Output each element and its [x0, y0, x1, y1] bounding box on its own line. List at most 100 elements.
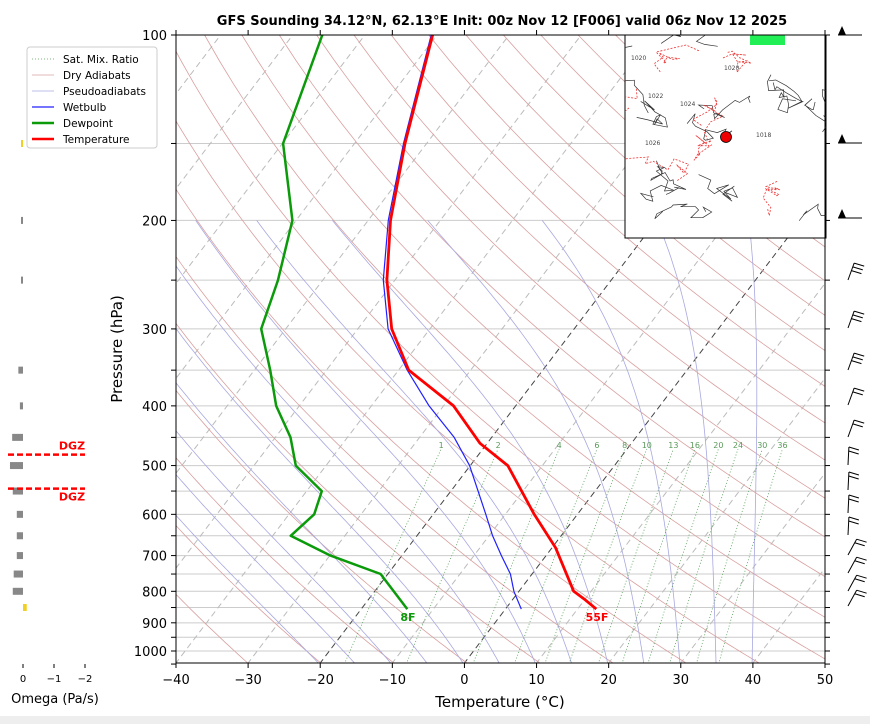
mixing-ratio-label: 36	[777, 441, 787, 450]
barb-staff	[847, 310, 855, 329]
legend-label: Dewpoint	[63, 118, 113, 130]
wind-barb	[847, 589, 867, 607]
dry-adiabat	[176, 50, 825, 660]
dry-adiabat	[353, 35, 825, 461]
pseudoadiabat	[332, 220, 609, 663]
omega-axis-label: Omega (Pa/s)	[11, 692, 99, 707]
barb-feather	[854, 542, 865, 547]
map-isobar-label: 1020	[724, 65, 739, 72]
barb-staff	[847, 494, 850, 514]
x-tick-label: −30	[234, 673, 261, 688]
y-tick-label: 100	[142, 29, 167, 44]
barb-feather	[848, 446, 860, 451]
mixing-ratio-line	[568, 448, 648, 663]
barb-feather	[848, 450, 859, 455]
pseudoadiabat	[256, 220, 572, 663]
dgz-label: DGZ	[59, 491, 85, 504]
dry-adiabat	[176, 255, 614, 663]
omega-bar	[21, 216, 23, 224]
y-tick-label: 700	[142, 550, 167, 565]
mixing-ratio-label: 1	[439, 441, 444, 450]
barb-feather	[848, 471, 860, 476]
dry-adiabat	[176, 120, 760, 663]
barb-flag	[838, 134, 846, 143]
x-tick-label: 50	[817, 673, 834, 688]
y-tick-label: 200	[142, 214, 167, 229]
map-precip-area	[750, 35, 785, 45]
pseudoadiabat	[176, 265, 500, 663]
barb-feather	[856, 556, 867, 561]
isotherm	[824, 662, 825, 663]
barb-feather	[852, 356, 863, 361]
dry-adiabat	[176, 457, 395, 663]
pseudoadiabat	[176, 430, 392, 663]
map-isobar	[660, 35, 718, 47]
axes: −40 −30 −20 −10 0 10 20 30 40 5010020030040050060…	[134, 29, 833, 688]
barb-flag	[838, 26, 846, 35]
pseudoadiabat	[176, 328, 464, 663]
dewpoint-line	[259, 35, 409, 610]
y-axis-label: Pressure (hPa)	[108, 295, 126, 403]
omega-bar	[16, 510, 23, 518]
isotherm	[176, 35, 510, 475]
mixing-ratio-label: 16	[690, 441, 700, 450]
dry-adiabat	[503, 35, 825, 316]
barb-staff	[847, 516, 850, 536]
x-tick-label: −40	[162, 673, 189, 688]
pseudoadiabat	[748, 220, 758, 663]
temperature-line	[385, 35, 598, 611]
mixing-ratio-line	[544, 448, 626, 663]
dry-adiabat	[176, 188, 687, 663]
barb-staff	[847, 574, 858, 592]
pseudoadiabat	[176, 474, 356, 663]
barb-feather	[854, 310, 865, 315]
isotherm	[608, 377, 825, 663]
mixing-ratio-label: 8	[622, 441, 627, 450]
barb-feather	[852, 423, 863, 428]
barb-feather	[854, 387, 865, 392]
dry-adiabat	[176, 593, 249, 663]
map-thickness-contour	[625, 156, 690, 181]
plot-frame	[175, 34, 826, 664]
map-isobar	[768, 79, 804, 109]
map-isobar	[654, 203, 713, 219]
barb-staff	[847, 538, 858, 556]
y-tick-label: 1000	[134, 645, 167, 660]
wind-barb	[847, 574, 867, 592]
map-content: 1022 1020 1026 1024 1018 1020	[625, 35, 826, 221]
barb-staff	[847, 352, 855, 371]
dgz-label: DGZ	[59, 440, 85, 453]
isotherm	[0, 35, 4, 664]
barb-feather	[856, 538, 867, 543]
wind-barb	[838, 134, 862, 144]
mixing-ratio-label: 13	[668, 441, 678, 450]
map-isobar	[636, 100, 668, 128]
dry-adiabat	[465, 35, 825, 352]
mixing-ratio-line	[669, 448, 739, 663]
wind-barb	[847, 538, 867, 556]
barb-feather	[854, 419, 865, 424]
surface-temperature-label: 55F	[586, 611, 609, 624]
map-isobar-label: 1026	[645, 140, 660, 147]
wind-barb	[847, 352, 865, 371]
mixing-ratio-label: 4	[557, 441, 562, 450]
dry-adiabat	[428, 35, 825, 387]
mixing-ratio-line	[406, 448, 499, 663]
x-tick-label: 10	[528, 673, 545, 688]
x-axis-label: Temperature (°C)	[434, 693, 564, 711]
barb-feather	[848, 494, 860, 499]
wind-barb	[847, 262, 865, 281]
map-thickness-contour	[762, 181, 781, 216]
barb-feather	[851, 318, 862, 323]
dry-adiabat	[176, 525, 322, 663]
dry-adiabat	[278, 35, 825, 538]
map-isobar	[698, 174, 739, 202]
mixing-ratio-line	[696, 448, 763, 663]
wind-barb	[847, 419, 865, 438]
wind-barb	[847, 494, 860, 514]
mixing-ratio-line	[647, 448, 719, 663]
map-isobar-label: 1020	[631, 55, 646, 62]
x-tick-label: 0	[460, 673, 468, 688]
barb-feather	[854, 560, 865, 565]
wind-barb	[847, 310, 865, 329]
